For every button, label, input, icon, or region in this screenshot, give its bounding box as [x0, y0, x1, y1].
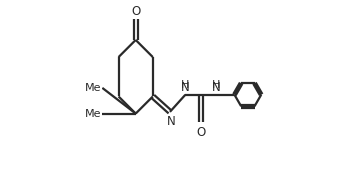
- Text: O: O: [131, 5, 140, 18]
- Text: O: O: [196, 126, 205, 139]
- Text: H: H: [212, 80, 220, 90]
- Text: Me: Me: [85, 108, 101, 119]
- Text: N: N: [181, 81, 190, 94]
- Text: H: H: [181, 80, 190, 90]
- Text: N: N: [167, 115, 176, 128]
- Text: Me: Me: [85, 83, 101, 93]
- Text: N: N: [212, 81, 221, 94]
